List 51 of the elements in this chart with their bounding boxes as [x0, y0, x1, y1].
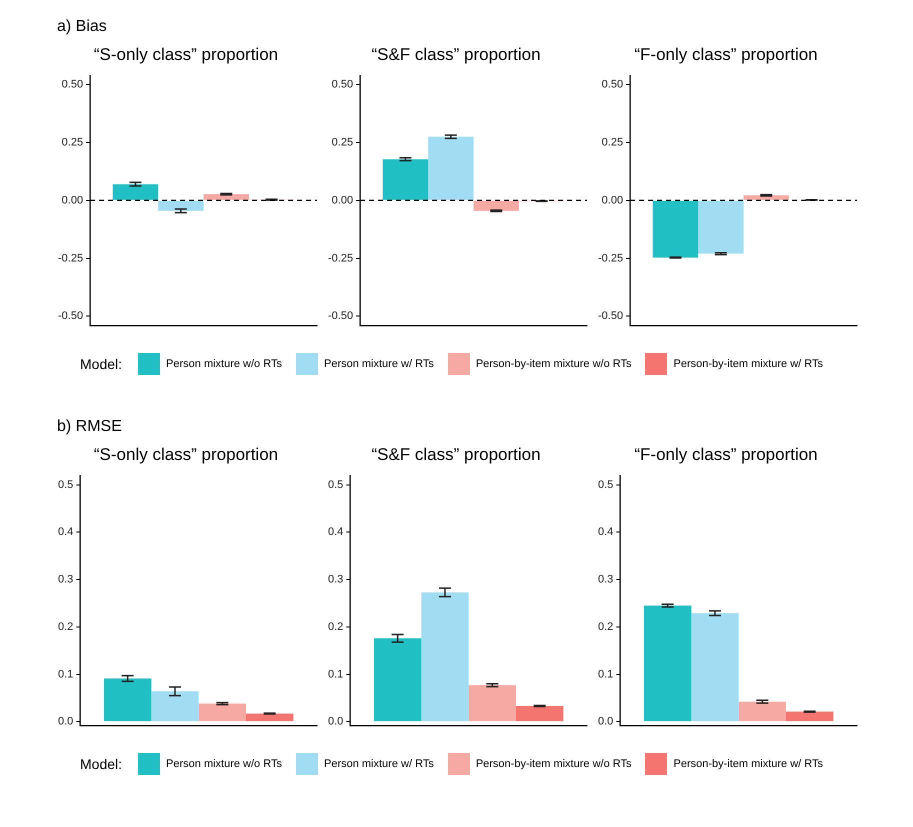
y-tick-label: 0.4	[598, 526, 614, 538]
y-tick-label: 0.3	[598, 574, 614, 586]
y-tick-label: 0.1	[328, 668, 344, 680]
y-tick-label: 0.00	[602, 194, 624, 206]
y-tick-label: -0.50	[598, 310, 624, 322]
y-tick-label: 0.1	[58, 668, 74, 680]
y-tick-label: -0.50	[58, 310, 84, 322]
y-tick-label: 0.50	[602, 78, 624, 91]
legend-label: Person mixture w/o RTs	[166, 358, 282, 370]
legend-label: Person-by-item mixture w/o RTs	[476, 358, 632, 370]
y-tick-label: 0.2	[598, 620, 614, 633]
y-tick-label: 0.50	[332, 78, 354, 91]
y-tick-label: -0.25	[58, 252, 84, 264]
y-tick-label: 0.0	[328, 716, 344, 728]
chart-title: “S-only class” proportion	[94, 44, 278, 64]
text: b) RMSE	[57, 418, 122, 436]
y-tick-label: 0.2	[58, 620, 74, 633]
y-tick-label: -0.25	[328, 252, 354, 264]
chart-title: “F-only class” proportion	[634, 444, 818, 464]
y-tick-label: 0.3	[328, 574, 344, 586]
y-tick-label: 0.3	[58, 574, 74, 586]
y-tick-label: 0.25	[332, 136, 354, 149]
legend-title: Model:	[80, 356, 122, 372]
chart-title: “F-only class” proportion	[634, 44, 818, 64]
y-tick-label: -0.25	[598, 252, 624, 264]
y-tick-label: 0.00	[332, 194, 354, 206]
y-tick-label: 0.4	[58, 526, 74, 538]
y-tick-label: 0.4	[328, 526, 344, 538]
legend-label: Person mixture w/ RTs	[324, 758, 434, 770]
chart-title: “S&F class” proportion	[371, 44, 541, 64]
y-tick-label: 0.0	[58, 716, 74, 728]
y-tick-label: 0.50	[62, 78, 84, 91]
y-tick-label: 0.1	[598, 668, 614, 680]
y-tick-label: 0.0	[598, 716, 614, 728]
y-tick-label: -0.50	[328, 310, 354, 322]
legend-label: Person mixture w/o RTs	[166, 758, 282, 770]
chart-title: “S&F class” proportion	[371, 444, 541, 464]
y-tick-label: 0.25	[62, 136, 84, 149]
legend-label: Person-by-item mixture w/ RTs	[673, 358, 824, 370]
y-tick-label: 0.00	[62, 194, 84, 206]
y-tick-label: 0.5	[598, 478, 614, 491]
legend-label: Person-by-item mixture w/o RTs	[476, 758, 632, 770]
y-tick-label: 0.5	[328, 478, 344, 491]
text: a) Bias	[57, 18, 107, 36]
y-tick-label: 0.25	[602, 136, 624, 149]
legend-title: Model:	[80, 756, 122, 772]
y-tick-label: 0.2	[328, 620, 344, 633]
legend-label: Person mixture w/ RTs	[324, 358, 434, 370]
y-tick-label: 0.5	[58, 478, 74, 491]
chart-title: “S-only class” proportion	[94, 444, 278, 464]
legend-label: Person-by-item mixture w/ RTs	[673, 758, 824, 770]
